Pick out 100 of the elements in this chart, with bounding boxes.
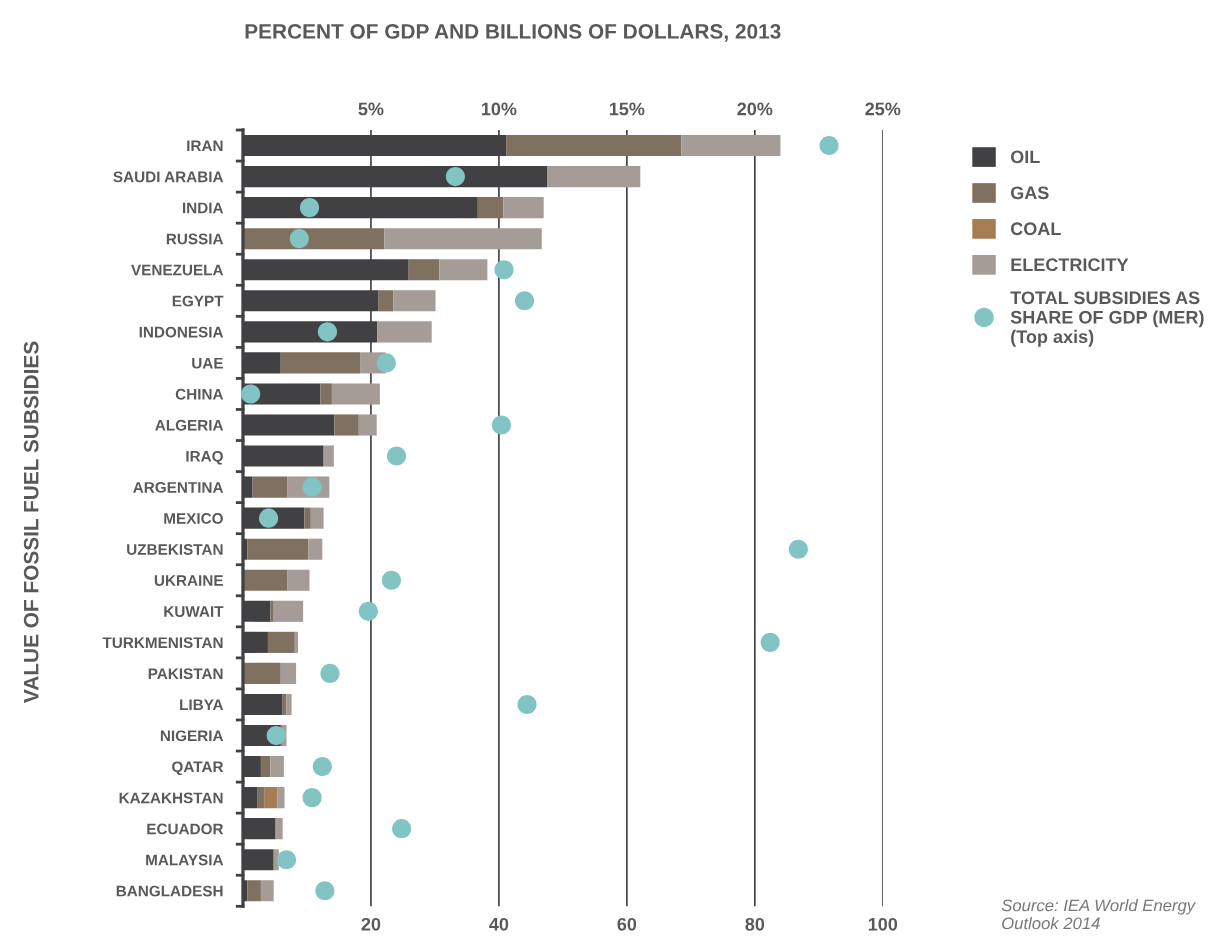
point [312,756,332,777]
y-tick-label: MALAYSIA [146,854,224,866]
y-tick-label: INDIA [182,202,224,214]
bar [308,538,323,560]
bar [247,880,261,902]
y-tick-label: VENEZUELA [131,264,224,276]
bar [334,414,359,436]
point [241,384,261,404]
y-tick-label: ALGERIA [155,419,224,431]
point [276,850,297,870]
y-tick-label: CHINA [175,388,224,400]
bar [242,569,288,591]
x-tick-label: 80 [745,917,765,931]
y-tick-label: BANGLADESH [116,885,223,897]
bar [320,383,332,405]
x-tick-label: 20 [361,917,381,931]
legend-label: TOTAL SUBSIDIES AS SHARE OF GDP (MER) (Top axis) [1010,291,1204,347]
y-tick-label: KUWAIT [164,606,224,617]
bar [384,228,542,250]
y-tick-label: IRAQ [186,450,223,465]
y-tick-label: UZBEKISTAN [127,544,223,555]
bar [270,756,284,778]
legend-label: COAL [1010,222,1061,236]
y-tick-label: IRAN [187,140,223,152]
bar [331,383,380,405]
x2-tick-label: 25% [865,102,901,116]
y-tick-label: INDONESIA [139,326,224,338]
y-tick-label: MEXICO [164,513,223,524]
point [445,167,465,187]
bar [377,321,432,343]
x-tick-label: 60 [617,917,637,931]
bar [393,290,436,312]
bar [286,693,292,716]
bar [267,631,295,653]
y-tick-label: KAZAKHSTAN [119,792,223,804]
bar [358,414,377,436]
point [494,260,514,280]
legend-label: ELECTRICITY [1011,258,1129,272]
bar [242,662,281,684]
point [819,135,839,156]
y-tick-label: PAKISTAN [148,668,223,680]
legend-label: OIL [1010,150,1040,164]
point [517,694,537,715]
bar [264,787,278,809]
point [266,725,286,746]
x2-tick-label: 20% [737,102,773,116]
point [299,198,320,218]
y-tick-label: TURKMENISTAN [102,637,223,649]
y-tick-label: EGYPT [172,295,224,307]
bar [503,197,544,219]
bar [273,600,304,622]
point [317,322,338,342]
legend-label: GAS [1010,186,1049,200]
bar [310,507,324,529]
bar [242,228,385,250]
bar [277,787,285,809]
point [491,415,512,435]
y-tick-label: UKRAINE [154,575,223,586]
bar [408,259,440,281]
bar [257,787,265,809]
y-tick-label: ECUADOR [147,823,224,835]
y-tick-label: LIBYA [180,699,224,710]
bar [294,631,298,653]
point [381,570,401,590]
bar [270,600,274,622]
point [376,353,396,373]
point [514,291,535,311]
bar [506,134,682,157]
y-axis-title: VALUE OF FOSSIL FUEL SUBSIDIES [23,341,39,703]
bar [681,134,781,157]
bar [252,476,288,498]
bar [304,507,311,529]
point [320,663,340,683]
point [315,881,335,901]
bar [247,538,309,560]
bar [287,569,310,591]
bar [280,352,361,374]
bar [260,756,271,778]
chart-title: PERCENT OF GDP AND BILLIONS OF DOLLARS, 2013 [245,24,781,42]
x2-tick-label: 15% [609,102,645,116]
bar [547,166,641,188]
bar [378,290,394,312]
bar [275,818,283,840]
y-tick-label: RUSSIA [166,233,224,245]
y-tick-label: QATAR [172,761,224,776]
y-tick-label: UAE [192,357,223,369]
bar [323,445,334,467]
point [302,788,322,808]
x-tick-label: 100 [868,917,898,931]
bar [260,880,274,902]
x-tick-label: 40 [489,917,509,931]
bar [439,259,488,281]
point [760,632,780,652]
point [392,819,412,839]
bar [280,662,297,684]
y-tick-label: ARGENTINA [133,481,224,493]
x2-tick-label: 10% [481,102,517,116]
y-tick-label: SAUDI ARABIA [113,171,224,183]
y-tick-label: NIGERIA [160,730,224,742]
point [358,601,378,621]
